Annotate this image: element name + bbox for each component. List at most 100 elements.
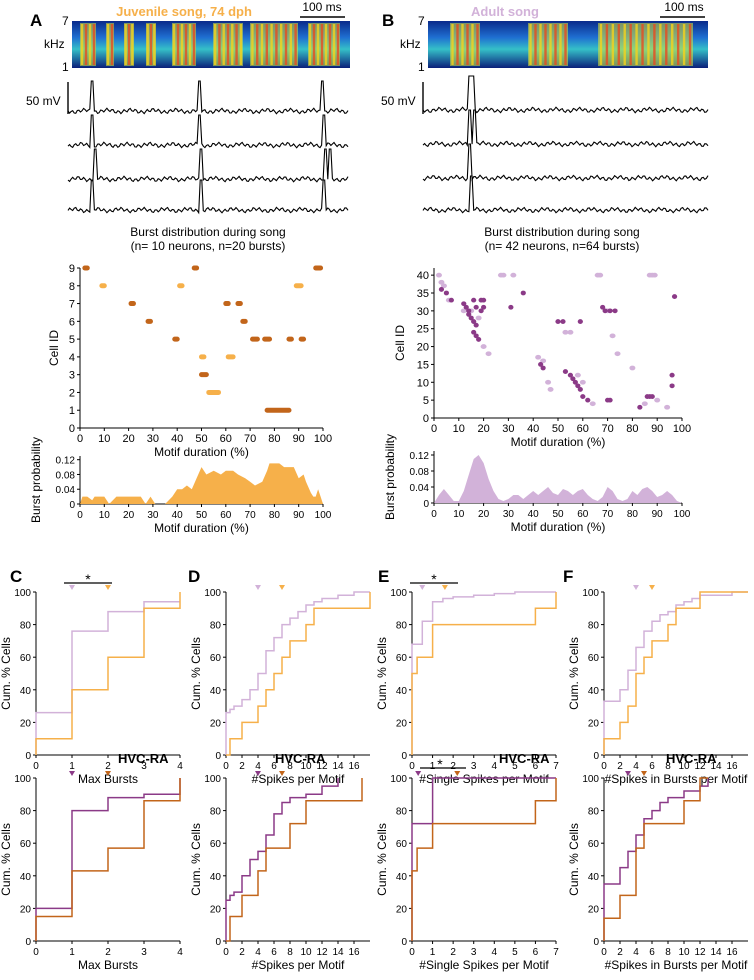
y-tick-label: 40 — [417, 270, 429, 282]
x-tick-label: 60 — [577, 509, 589, 520]
y-tick-label: 30 — [417, 306, 429, 318]
burst-mark — [448, 297, 454, 303]
x-tick-label: 6 — [649, 761, 655, 772]
spectrogram-band — [294, 24, 297, 65]
x-axis-label: #Spikes in Bursts per Motif — [605, 772, 748, 786]
x-tick-label: 16 — [348, 761, 360, 772]
x-tick-label: 3 — [471, 947, 477, 958]
x-tick-label: 2 — [105, 761, 111, 772]
x-tick-label: 10 — [98, 433, 110, 445]
burst-mark — [597, 272, 604, 278]
spectrogram-band — [635, 24, 638, 65]
spectrogram-band — [605, 24, 609, 65]
y-tick-label: 20 — [396, 904, 408, 915]
y-axis-label: Cum. % Cells — [375, 637, 389, 710]
spectrogram-band — [124, 24, 127, 65]
khz-bottom-juvenile: 1 — [62, 60, 69, 74]
y-axis-label: Cum. % Cells — [189, 637, 203, 710]
burst-mark — [669, 372, 675, 378]
y-tick-label: 100 — [390, 588, 407, 599]
median-marker — [625, 771, 631, 776]
x-tick-label: 100 — [315, 510, 332, 521]
cdf-series-line — [411, 777, 556, 941]
burst-mark — [555, 319, 561, 324]
spectrogram-band — [554, 24, 557, 65]
burst-mark — [545, 379, 552, 385]
y-tick-label: 80 — [210, 807, 222, 818]
cdf-series-line — [411, 592, 557, 755]
cdf-series-line — [35, 592, 181, 755]
y-tick-label: 80 — [20, 621, 32, 632]
burst-mark — [560, 319, 566, 324]
y-axis-label: Cum. % Cells — [567, 637, 581, 710]
x-tick-label: 60 — [220, 510, 232, 521]
x-tick-label: 14 — [332, 947, 344, 958]
x-axis-label: Max Bursts — [78, 772, 138, 786]
x-tick-label: 0 — [77, 510, 83, 521]
spectrogram-band — [92, 24, 96, 65]
juvenile-density-chart: 0 10 20 30 40 50 60 70 80 90 100 0 0.04 0.08 0.12 Motif… — [29, 437, 332, 535]
spectrogram-band — [284, 24, 288, 65]
adult-raster-caption-2: (n= 42 neurons, n=64 bursts) — [485, 239, 640, 253]
khz-label-adult: kHz — [400, 37, 421, 51]
x-tick-label: 7 — [553, 761, 559, 772]
y-tick-label: 2 — [69, 387, 75, 399]
spectrogram-band — [280, 24, 283, 65]
y-tick-label: 35 — [417, 288, 429, 300]
burst-mark — [478, 308, 484, 314]
burst-mark — [540, 365, 546, 371]
y-tick-label: 40 — [588, 686, 600, 697]
burst-mark — [473, 333, 479, 339]
spectrogram-band — [188, 24, 192, 65]
spectrogram-band — [471, 24, 474, 65]
x-tick-label: 6 — [271, 761, 277, 772]
burst-mark — [570, 376, 576, 382]
y-tick-label: 3 — [69, 370, 75, 382]
cdf-series-line — [35, 601, 180, 755]
burst-mark — [577, 319, 583, 324]
y-tick-label: 15 — [417, 359, 429, 371]
x-tick-label: 1 — [430, 947, 436, 958]
y-tick-label: 100 — [14, 774, 31, 785]
spectrogram-band — [676, 24, 680, 65]
burst-mark — [577, 387, 583, 392]
x-tick-label: 70 — [601, 423, 613, 435]
y-tick-label: 0 — [593, 937, 599, 948]
x-axis-label: #Single Spikes per Motif — [419, 772, 549, 786]
burst-mark — [463, 304, 469, 310]
burst-mark — [471, 297, 477, 303]
burst-mark — [585, 397, 591, 403]
y-tick-label: 0.04 — [56, 485, 76, 496]
y-tick-label: 40 — [210, 686, 222, 697]
median-marker — [279, 585, 285, 590]
y-axis-label: Cum. % Cells — [375, 823, 389, 896]
cdf-series-line — [35, 778, 181, 941]
y-tick-label: 40 — [20, 686, 32, 697]
x-tick-label: 14 — [710, 761, 722, 772]
spectrogram-band — [110, 24, 114, 65]
y-tick-label: 40 — [396, 872, 408, 883]
x-tick-label: 4 — [177, 761, 183, 772]
spectrogram-band — [564, 24, 567, 65]
burst-mark — [649, 394, 655, 399]
x-tick-label: 0 — [431, 423, 437, 435]
cdf-series-line — [225, 591, 370, 755]
hvc-ra-label-f: HVC-RA — [666, 751, 717, 766]
burst-mark — [538, 362, 544, 367]
cdf-series-line — [226, 592, 371, 756]
voltage-scale-label-juvenile: 50 mV — [26, 94, 61, 108]
y-tick-label: 20 — [20, 904, 32, 915]
x-tick-label: 90 — [293, 433, 305, 445]
x-tick-label: 2 — [239, 761, 245, 772]
y-tick-label: 0 — [423, 413, 429, 425]
x-tick-label: 40 — [171, 433, 183, 445]
x-tick-label: 100 — [314, 433, 332, 445]
y-tick-label: 0.04 — [410, 483, 430, 494]
x-tick-label: 80 — [268, 433, 280, 445]
x-tick-label: 8 — [665, 947, 671, 958]
juvenile-raster-caption-1: Burst distribution during song — [130, 225, 285, 239]
median-marker — [633, 585, 639, 590]
